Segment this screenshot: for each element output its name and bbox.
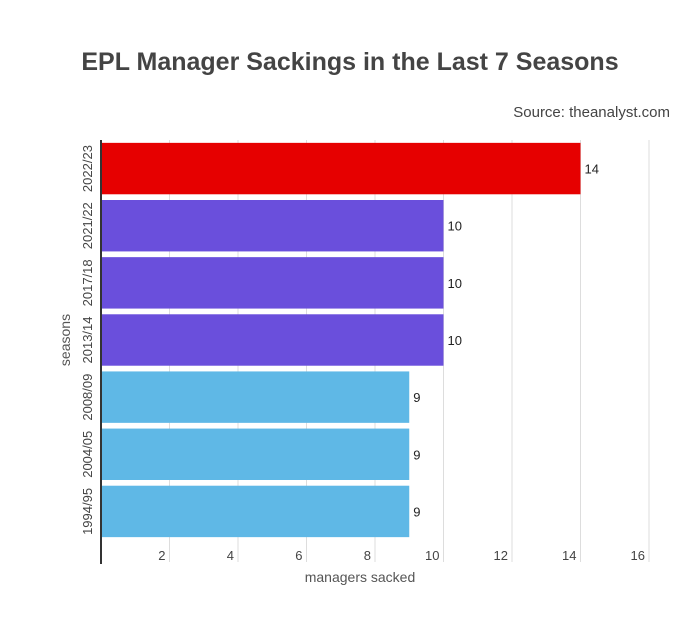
bar — [101, 200, 444, 252]
x-tick-label: 6 — [295, 548, 302, 563]
bar — [101, 142, 581, 195]
x-tick-label: 8 — [364, 548, 371, 563]
bar — [101, 428, 410, 480]
category-label: 2013/14 — [80, 317, 95, 364]
data-labels: 14 10 10 10 9 9 9 — [413, 162, 599, 520]
x-tick-label: 2 — [158, 548, 165, 563]
category-label: 1994/95 — [80, 488, 95, 535]
source-note: Source: theanalyst.com — [513, 104, 670, 121]
x-axis-label: managers sacked — [305, 569, 416, 585]
chart-title: EPL Manager Sackings in the Last 7 Seaso… — [81, 48, 619, 76]
data-label: 10 — [448, 333, 462, 348]
category-label: 2008/09 — [80, 374, 95, 421]
data-label: 9 — [413, 504, 420, 519]
x-tick-label: 16 — [631, 548, 645, 563]
data-label: 10 — [448, 219, 462, 234]
x-tick-labels: 2 4 6 8 10 12 14 16 — [158, 548, 645, 563]
bar — [101, 485, 410, 538]
y-axis-label: seasons — [57, 314, 73, 366]
category-label: 2017/18 — [80, 259, 95, 306]
x-tick-label: 4 — [227, 548, 234, 563]
bars — [101, 142, 581, 538]
data-label: 9 — [413, 390, 420, 405]
category-label: 2021/22 — [80, 202, 95, 249]
category-labels: 2022/23 2021/22 2017/18 2013/14 2008/09 2004/… — [80, 145, 95, 535]
data-label: 14 — [585, 162, 599, 177]
category-label: 2022/23 — [80, 145, 95, 192]
bar — [101, 257, 444, 309]
category-label: 2004/05 — [80, 431, 95, 478]
x-tick-label: 10 — [425, 548, 439, 563]
x-tick-label: 12 — [494, 548, 508, 563]
x-tick-label: 14 — [562, 548, 576, 563]
data-label: 9 — [413, 447, 420, 462]
data-label: 10 — [448, 276, 462, 291]
bar — [101, 371, 410, 423]
bar — [101, 314, 444, 366]
